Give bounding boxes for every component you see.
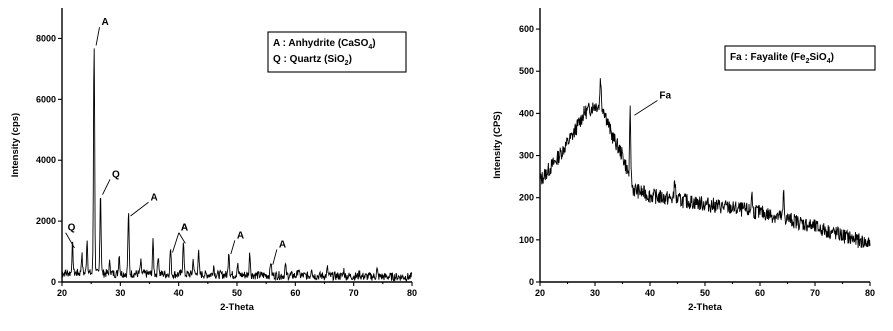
x-tick-label: 70 <box>810 288 820 298</box>
annotation-arrow <box>634 100 658 116</box>
y-tick-label: 500 <box>519 66 534 76</box>
annotation-label: Fa <box>659 91 671 102</box>
annotation-label: A <box>181 223 188 234</box>
x-tick-label: 60 <box>290 288 300 298</box>
x-tick-label: 30 <box>115 288 125 298</box>
x-tick-label: 40 <box>174 288 184 298</box>
annotation-arrow <box>95 27 100 46</box>
y-tick-label: 300 <box>519 151 534 161</box>
legend-entry: A : Anhydrite (CaSO4) <box>273 38 376 51</box>
y-tick-label: 0 <box>51 277 56 287</box>
xrd-pattern-line <box>61 48 413 283</box>
x-tick-label: 80 <box>407 288 417 298</box>
x-tick-label: 20 <box>535 288 545 298</box>
x-tick-label: 30 <box>590 288 600 298</box>
annotation-arrow <box>178 232 186 244</box>
legend-entry: Fa : Fayalite (Fe2SiO4) <box>730 52 834 65</box>
y-axis-title: Intensity (cps) <box>10 113 21 177</box>
y-tick-label: 200 <box>519 193 534 203</box>
annotation-label: A <box>151 192 158 203</box>
annotation-arrow <box>172 232 180 253</box>
xrd-chart-anhydrite-quartz: 20 30 40 50 60 70 80 0 2000 4000 6000 8000 2-Theta In… <box>10 8 417 313</box>
y-tick-label: 2000 <box>36 216 56 226</box>
annotation-arrow <box>102 179 111 195</box>
legend-box <box>267 31 407 73</box>
y-tick-label: 400 <box>519 108 534 118</box>
x-tick-label: 80 <box>865 288 875 298</box>
annotation-arrow <box>130 201 149 217</box>
x-tick-label: 20 <box>57 288 67 298</box>
x-axis-title: 2-Theta <box>688 302 723 313</box>
legend-box <box>724 45 876 71</box>
annotation-label: Q <box>68 223 76 234</box>
x-tick-label: 50 <box>232 288 242 298</box>
y-tick-label: 4000 <box>36 155 56 165</box>
x-tick-label: 70 <box>349 288 359 298</box>
x-axis-title: 2-Theta <box>220 302 255 313</box>
x-tick-label: 60 <box>755 288 765 298</box>
legend-entry: Q : Quartz (SiO2) <box>273 54 352 67</box>
x-tick-label: 50 <box>700 288 710 298</box>
x-tick-label: 40 <box>645 288 655 298</box>
annotation-label: A <box>181 223 188 234</box>
annotation-label: A <box>102 17 109 28</box>
y-tick-label: 8000 <box>36 33 56 43</box>
annotation-arrow <box>272 249 278 265</box>
xrd-pattern-line <box>539 78 871 249</box>
xrd-chart-fayalite: 20 30 40 50 60 70 80 0 100 200 300 400 500 600 2-Theta… <box>492 8 876 313</box>
annotation-label: A <box>279 239 286 250</box>
y-tick-label: 100 <box>519 235 534 245</box>
annotation-arrow <box>65 232 75 249</box>
annotation-label: A <box>237 230 244 241</box>
y-tick-label: 6000 <box>36 94 56 104</box>
annotation-arrow <box>230 240 236 255</box>
y-axis-title: Intensity (CPS) <box>492 111 503 179</box>
annotation-label: Q <box>112 169 120 180</box>
y-tick-label: 0 <box>529 277 534 287</box>
y-tick-label: 600 <box>519 24 534 34</box>
